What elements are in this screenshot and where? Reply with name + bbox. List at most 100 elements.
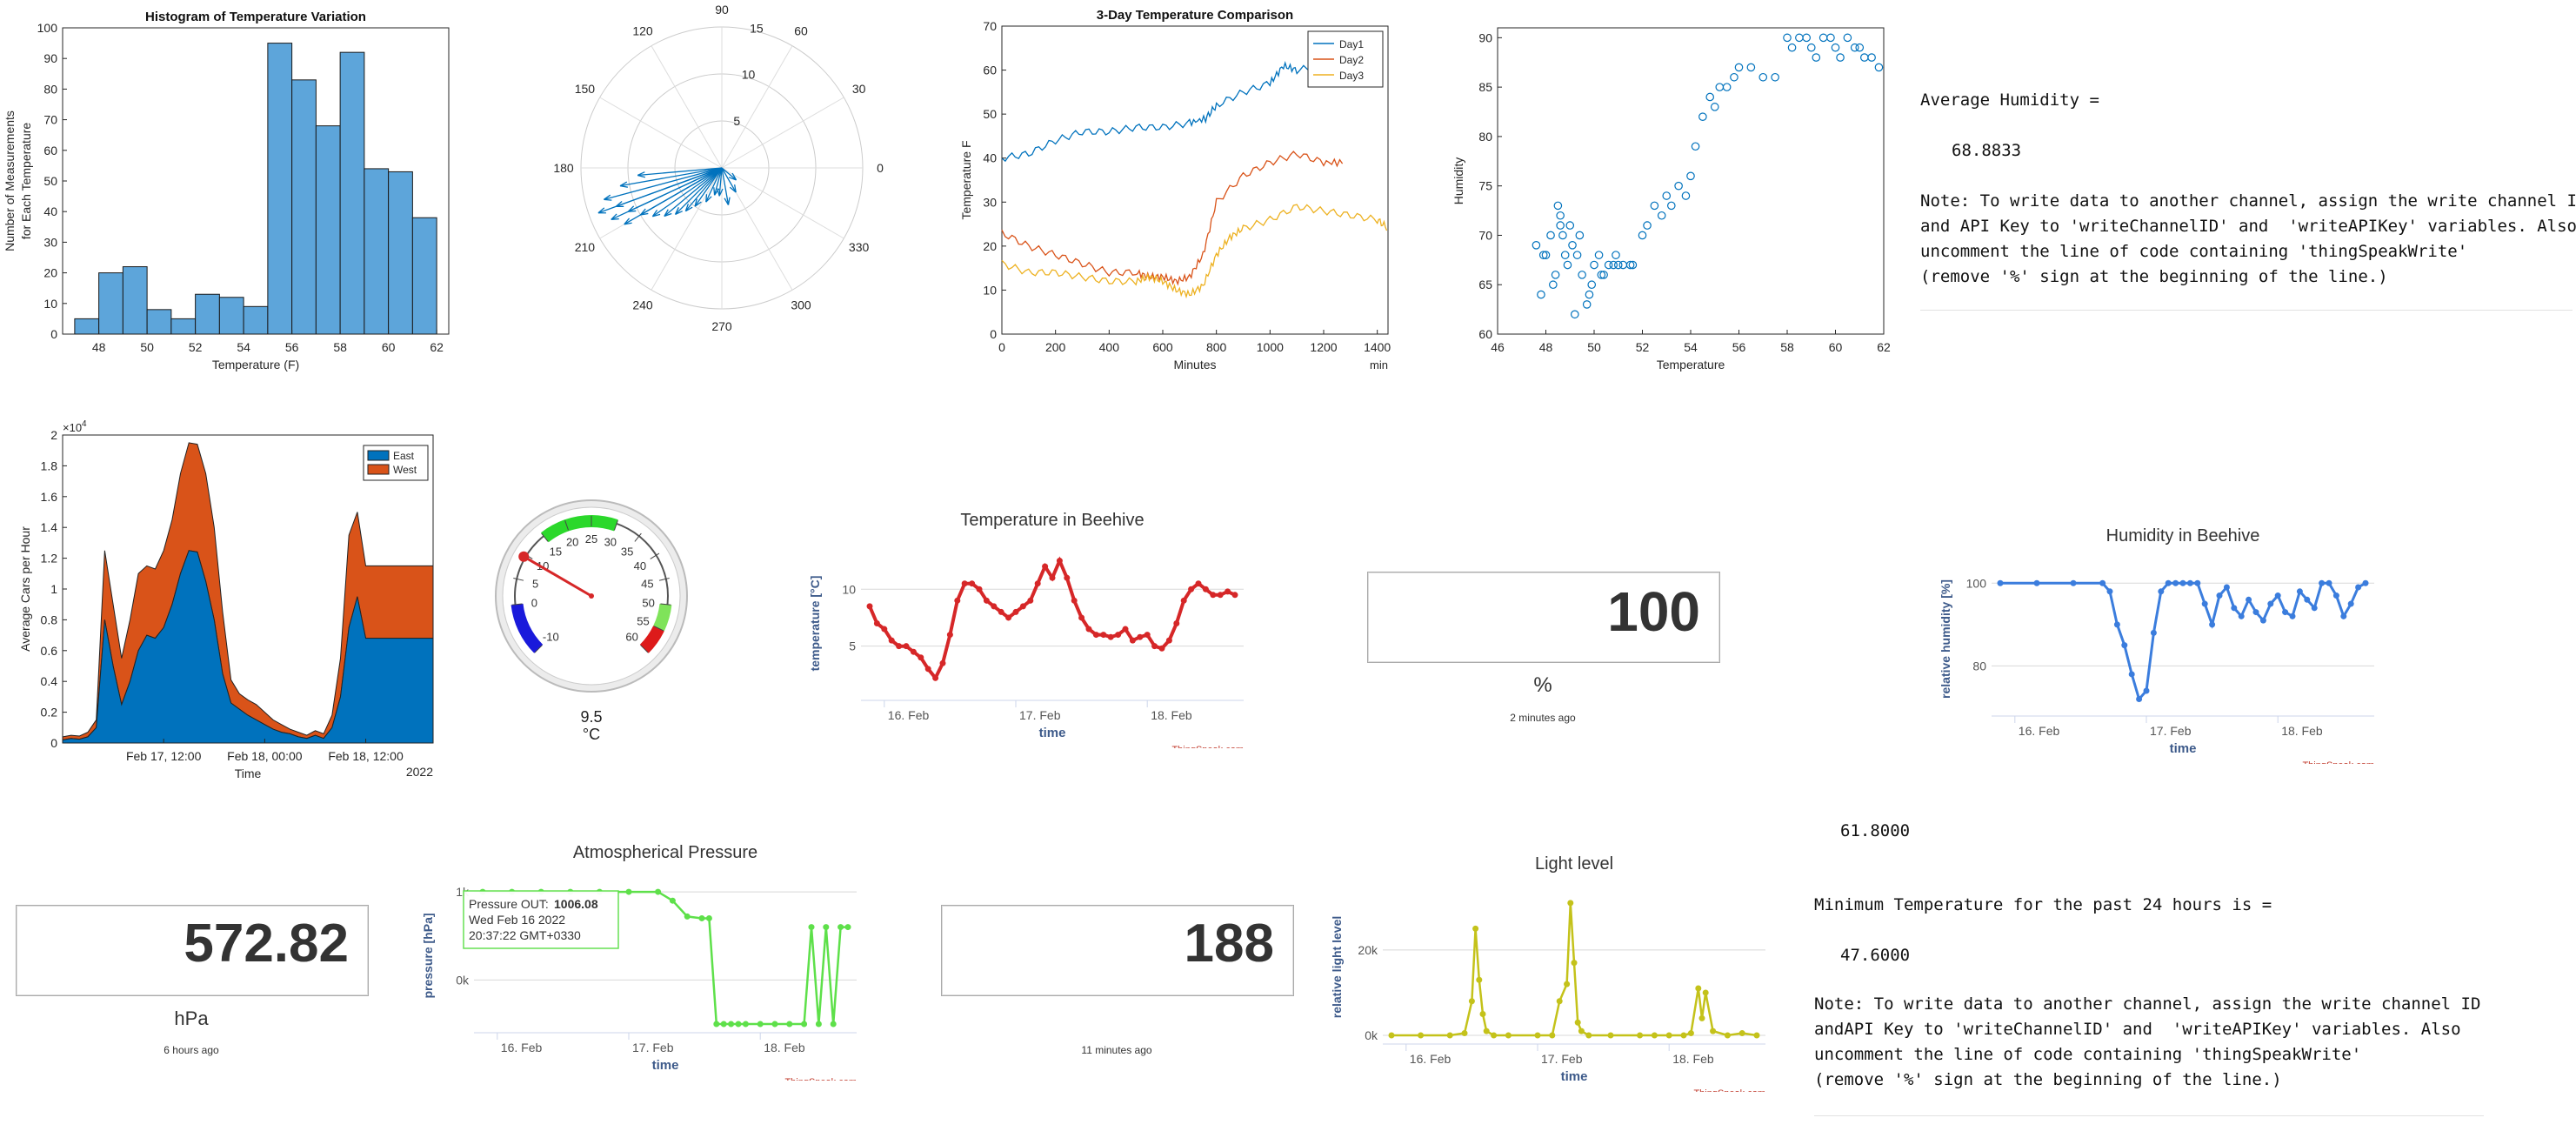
data-point [1637,1032,1644,1039]
pressure-tooltip: Pressure OUT: 1006.08 Wed Feb 16 202220:37… [463,890,619,949]
gauge-tick-label: 5 [532,577,538,590]
y-tick-label: 0 [50,327,57,341]
gauge-tick-label: 15 [550,545,562,558]
data-point [983,597,990,604]
gauge-tick-label: 20 [566,536,578,549]
scatter-point [1698,112,1707,121]
data-point [1034,580,1041,587]
x-tick-label: 1400 [1364,340,1391,354]
humidity-updated-time: 2 minutes ago [1510,712,1576,724]
radius-label: 10 [742,68,756,82]
scatter-point [1597,271,1606,279]
scatter-point [1867,53,1876,62]
y-axis-label: relative light level [1330,916,1344,1019]
data-point [1446,1032,1453,1039]
wind-vector-head [619,181,628,188]
angle-label: 90 [715,3,729,17]
gauge-tick [613,519,618,531]
data-point [1680,1032,1687,1039]
histogram-bar [98,272,123,335]
y-axis-label: for Each Temperature [19,123,33,240]
data-point [903,643,910,650]
gauge-tick-label: 30 [604,536,617,549]
data-point [932,674,939,681]
pressure-unit: hPa [174,1007,209,1029]
data-point [2326,579,2332,586]
data-point [1567,900,1574,907]
x-tick-label: Feb 18, 00:00 [227,749,303,763]
scatter-point [1643,221,1652,230]
y-tick-label: 0.2 [41,706,58,720]
plot-frame [1497,27,1885,335]
data-point [1574,1019,1581,1026]
data-point [1665,1032,1672,1039]
wind-compass-plot: 0 30 60 90 120 150 180 210 240 270 300 330 5 10 15 [553,3,884,333]
scatter-point [1565,221,1575,230]
y-tick-label: 50 [43,174,57,188]
x-axis-label: Temperature (F) [212,358,299,372]
wind-vector-head [724,197,731,205]
data-point [1092,632,1099,639]
scatter-point [1758,72,1768,82]
data-point [1753,1032,1760,1039]
angle-label: 180 [553,161,574,175]
min-temp-value: 47.6000 [1840,946,1911,965]
data-point [1698,1014,1705,1021]
histogram-bar [74,318,100,335]
data-point [2143,687,2150,694]
data-point [1144,632,1151,639]
scatter-point [1549,280,1558,290]
data-point [669,897,676,904]
x-tick-label: 16. Feb [1410,1052,1452,1066]
data-point [991,603,998,610]
data-point [1012,608,1019,615]
histogram-bar [339,51,365,335]
y-tick-label: 10 [983,283,997,297]
chart-title: Light level [1535,854,1613,874]
scatter-point [1538,251,1548,259]
y-axis-label: relative humidity [%] [1939,579,1952,699]
x-tick-label: 46 [1491,340,1505,354]
scatter-point [1710,103,1719,111]
data-point [808,924,815,931]
beehive-temperature-chart: Temperature in Beehive 5 10 16. Feb 17. Feb 1… [808,511,1244,748]
data-point [786,1021,793,1028]
wind-vector [619,167,723,187]
y-tick-label: 80 [1972,659,1986,673]
polar-spoke [651,45,723,169]
tooltip-label: Pressure OUT: [469,897,549,911]
scatter-point [1691,142,1700,151]
histogram-bar [411,217,437,335]
x-axis-label: Temperature [1657,358,1725,372]
data-point [873,620,880,626]
x-tick-label: 16. Feb [2019,724,2060,738]
gauge-needle-tip [518,551,530,562]
x-tick-label: 16. Feb [888,708,930,722]
light-value: 188 [1184,914,1274,974]
x-tick-label: 48 [92,340,106,354]
data-point [881,626,888,633]
data-point [2070,579,2077,586]
y-tick-label: 0.8 [41,613,58,626]
y-tick-label: 0 [50,736,57,750]
data-point [1534,1032,1541,1039]
scatter-point [1558,231,1567,240]
data-point [1585,1032,1592,1039]
wind-vector-head [597,207,606,214]
gauge-tick-label: 55 [637,615,649,628]
gauge-tick-label: 0 [531,596,537,609]
scatter-point [1532,241,1541,250]
histogram-bar [218,297,244,335]
scatter-point [1568,241,1577,250]
scatter-point [1571,310,1579,319]
gauge-band-warm [653,603,672,632]
wind-vector [721,167,730,205]
x-tick-label: 18. Feb [764,1041,805,1054]
data-point [2340,613,2347,619]
data-point [2267,600,2274,607]
data-point [2355,584,2362,591]
angle-label: 30 [852,82,866,96]
y-tick-label: 90 [1478,30,1492,44]
credit-link: ThingSpeak.com [1171,745,1244,748]
x-tick-label: 0 [998,340,1005,354]
